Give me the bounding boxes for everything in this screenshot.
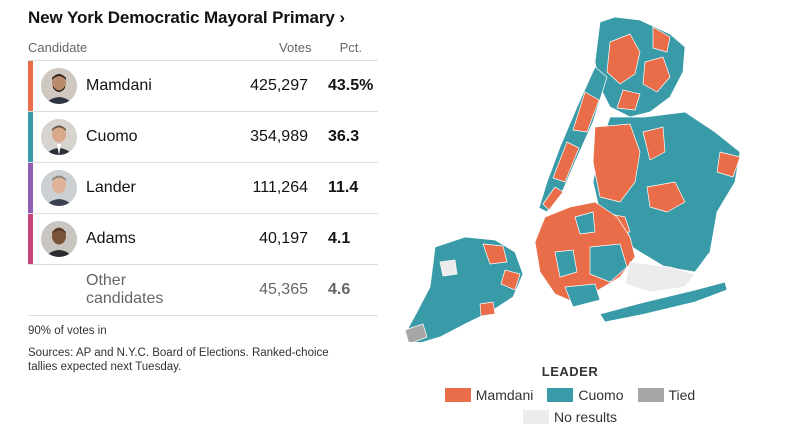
candidate-name: Lander [86, 179, 136, 196]
map-region [599, 281, 728, 323]
legend-item-cuomo: Cuomo [547, 387, 624, 403]
other-candidates-row: Other candidates 45,365 4.6 [28, 265, 378, 316]
candidate-row-adams: Adams 40,197 4.1 [28, 214, 378, 265]
candidate-row-mamdani: Mamdani 425,297 43.5% [28, 61, 378, 112]
candidate-row-lander: Lander 111,264 11.4 [28, 163, 378, 214]
candidate-pct: 36.3 [328, 128, 360, 145]
map-region [716, 151, 741, 178]
legend-label: Cuomo [578, 387, 624, 403]
map-region [500, 269, 521, 291]
legend-swatch [547, 388, 574, 402]
map-region [652, 26, 671, 53]
map-region [592, 123, 641, 203]
notes: 90% of votes in Sources: AP and N.Y.C. B… [28, 324, 378, 374]
map-region [552, 141, 580, 183]
candidate-name: Adams [86, 230, 136, 247]
map-region [404, 323, 428, 342]
legend-title: LEADER [541, 364, 599, 379]
race-title-link[interactable]: New York Democratic Mayoral Primary › [28, 8, 345, 27]
legend-row: Mamdani Cuomo Tied [440, 385, 700, 405]
candidate-pct: 43.5% [328, 77, 374, 94]
map-region [542, 186, 564, 211]
candidate-votes: 111,264 [252, 179, 308, 196]
avatar [41, 170, 77, 206]
candidate-color-bar [28, 112, 33, 162]
header-candidate: Candidate [28, 40, 88, 55]
candidate-votes: 45,365 [259, 281, 308, 298]
map-region [554, 249, 578, 278]
legend-swatch [522, 410, 549, 424]
candidate-pct: 4.1 [328, 230, 351, 247]
map-region [606, 33, 641, 85]
map-region [642, 126, 666, 161]
map-region [642, 56, 671, 93]
candidate-color-bar [28, 163, 33, 213]
candidate-row-cuomo: Cuomo 354,989 36.3 [28, 112, 378, 163]
header-pct: Pct. [339, 40, 362, 55]
map-region [564, 283, 601, 308]
map-region [646, 181, 686, 213]
candidate-pct: 11.4 [328, 179, 359, 196]
sources-note: Sources: AP and N.Y.C. Board of Election… [28, 347, 329, 373]
legend-item-no-results: No results [522, 409, 618, 425]
candidate-pct: 4.6 [328, 281, 351, 298]
candidate-name: Mamdani [86, 77, 152, 94]
reporting-status: 90% of votes in [28, 325, 107, 337]
map-region [616, 89, 641, 111]
legend-label: Tied [668, 387, 696, 403]
legend-item-mamdani: Mamdani [444, 387, 534, 403]
map-region [439, 259, 458, 277]
legend-label: No results [553, 409, 618, 425]
nyc-precinct-map [404, 16, 741, 342]
legend-row: No results [440, 407, 700, 427]
map-region [624, 261, 696, 293]
candidate-votes: 354,989 [250, 128, 308, 145]
map-region [574, 211, 596, 235]
candidate-name: Cuomo [86, 128, 138, 145]
header-votes: Votes [279, 40, 312, 55]
map-region [589, 243, 628, 283]
candidate-color-bar [28, 214, 33, 264]
avatar [41, 221, 77, 257]
map-region [572, 91, 600, 133]
avatar [41, 68, 77, 104]
table-header: Candidate Votes Pct. [28, 38, 378, 61]
map-legend: LEADER Mamdani Cuomo Tied No results [440, 364, 700, 427]
candidate-color-bar [28, 61, 33, 111]
legend-item-tied: Tied [637, 387, 696, 403]
legend-label: Mamdani [475, 387, 534, 403]
candidate-votes: 425,297 [250, 77, 308, 94]
avatar [41, 119, 77, 155]
map-region [479, 301, 496, 317]
candidate-votes: 40,197 [259, 230, 308, 247]
legend-swatch [637, 388, 664, 402]
results-panel: New York Democratic Mayoral Primary › Ca… [28, 6, 378, 374]
legend-swatch [444, 388, 471, 402]
map-region [482, 243, 508, 265]
candidate-name: Other candidates [86, 272, 164, 307]
